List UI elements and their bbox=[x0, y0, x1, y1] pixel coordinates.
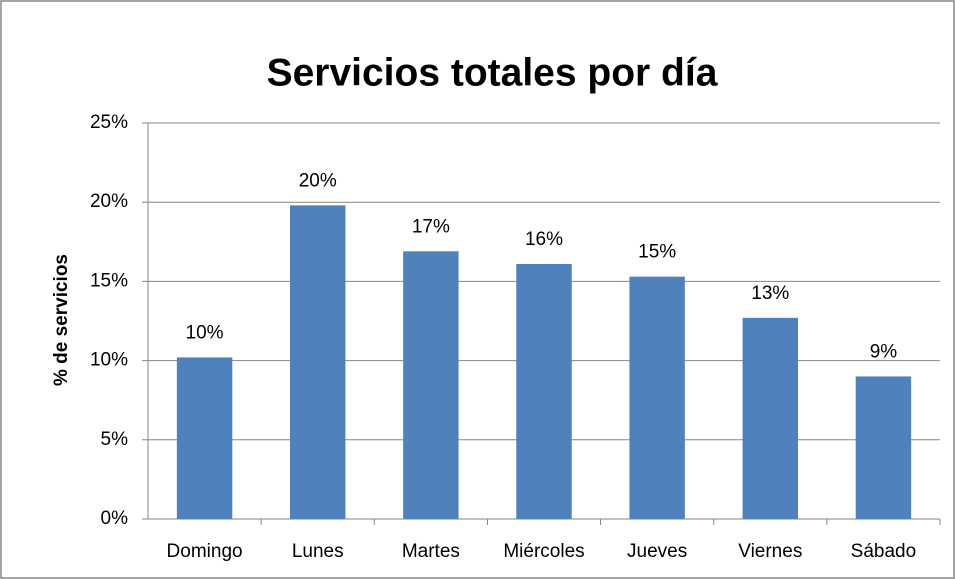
x-tick-label: Martes bbox=[402, 541, 460, 562]
x-tick-label: Viernes bbox=[738, 541, 802, 562]
bar bbox=[289, 205, 346, 520]
data-label: 9% bbox=[870, 341, 898, 362]
y-tick-label: 20% bbox=[90, 191, 128, 212]
x-tick-label: Jueves bbox=[627, 541, 687, 562]
data-label: 17% bbox=[412, 216, 450, 237]
y-axis-label: % de servicios bbox=[51, 254, 72, 386]
bar bbox=[855, 376, 912, 519]
bar bbox=[629, 276, 685, 519]
bar bbox=[176, 357, 233, 519]
data-label: 13% bbox=[751, 283, 789, 304]
bar bbox=[516, 263, 572, 519]
y-tick-label: 15% bbox=[90, 270, 128, 291]
x-tick-label: Miércoles bbox=[503, 541, 584, 562]
bar bbox=[403, 251, 459, 519]
data-label: 15% bbox=[638, 242, 676, 263]
chart-title: Servicios totales por día bbox=[267, 51, 718, 94]
x-tick-label: Lunes bbox=[292, 541, 344, 562]
y-tick-label: 5% bbox=[101, 429, 129, 450]
x-tick-label: Domingo bbox=[167, 541, 243, 562]
bar bbox=[742, 317, 799, 519]
data-label: 16% bbox=[525, 229, 563, 250]
y-tick-label: 0% bbox=[101, 508, 129, 529]
x-tick-label: Sábado bbox=[851, 541, 917, 562]
y-tick-label: 10% bbox=[90, 350, 128, 371]
data-label: 20% bbox=[299, 170, 337, 191]
data-label: 10% bbox=[186, 322, 224, 343]
y-tick-label: 25% bbox=[90, 112, 128, 133]
